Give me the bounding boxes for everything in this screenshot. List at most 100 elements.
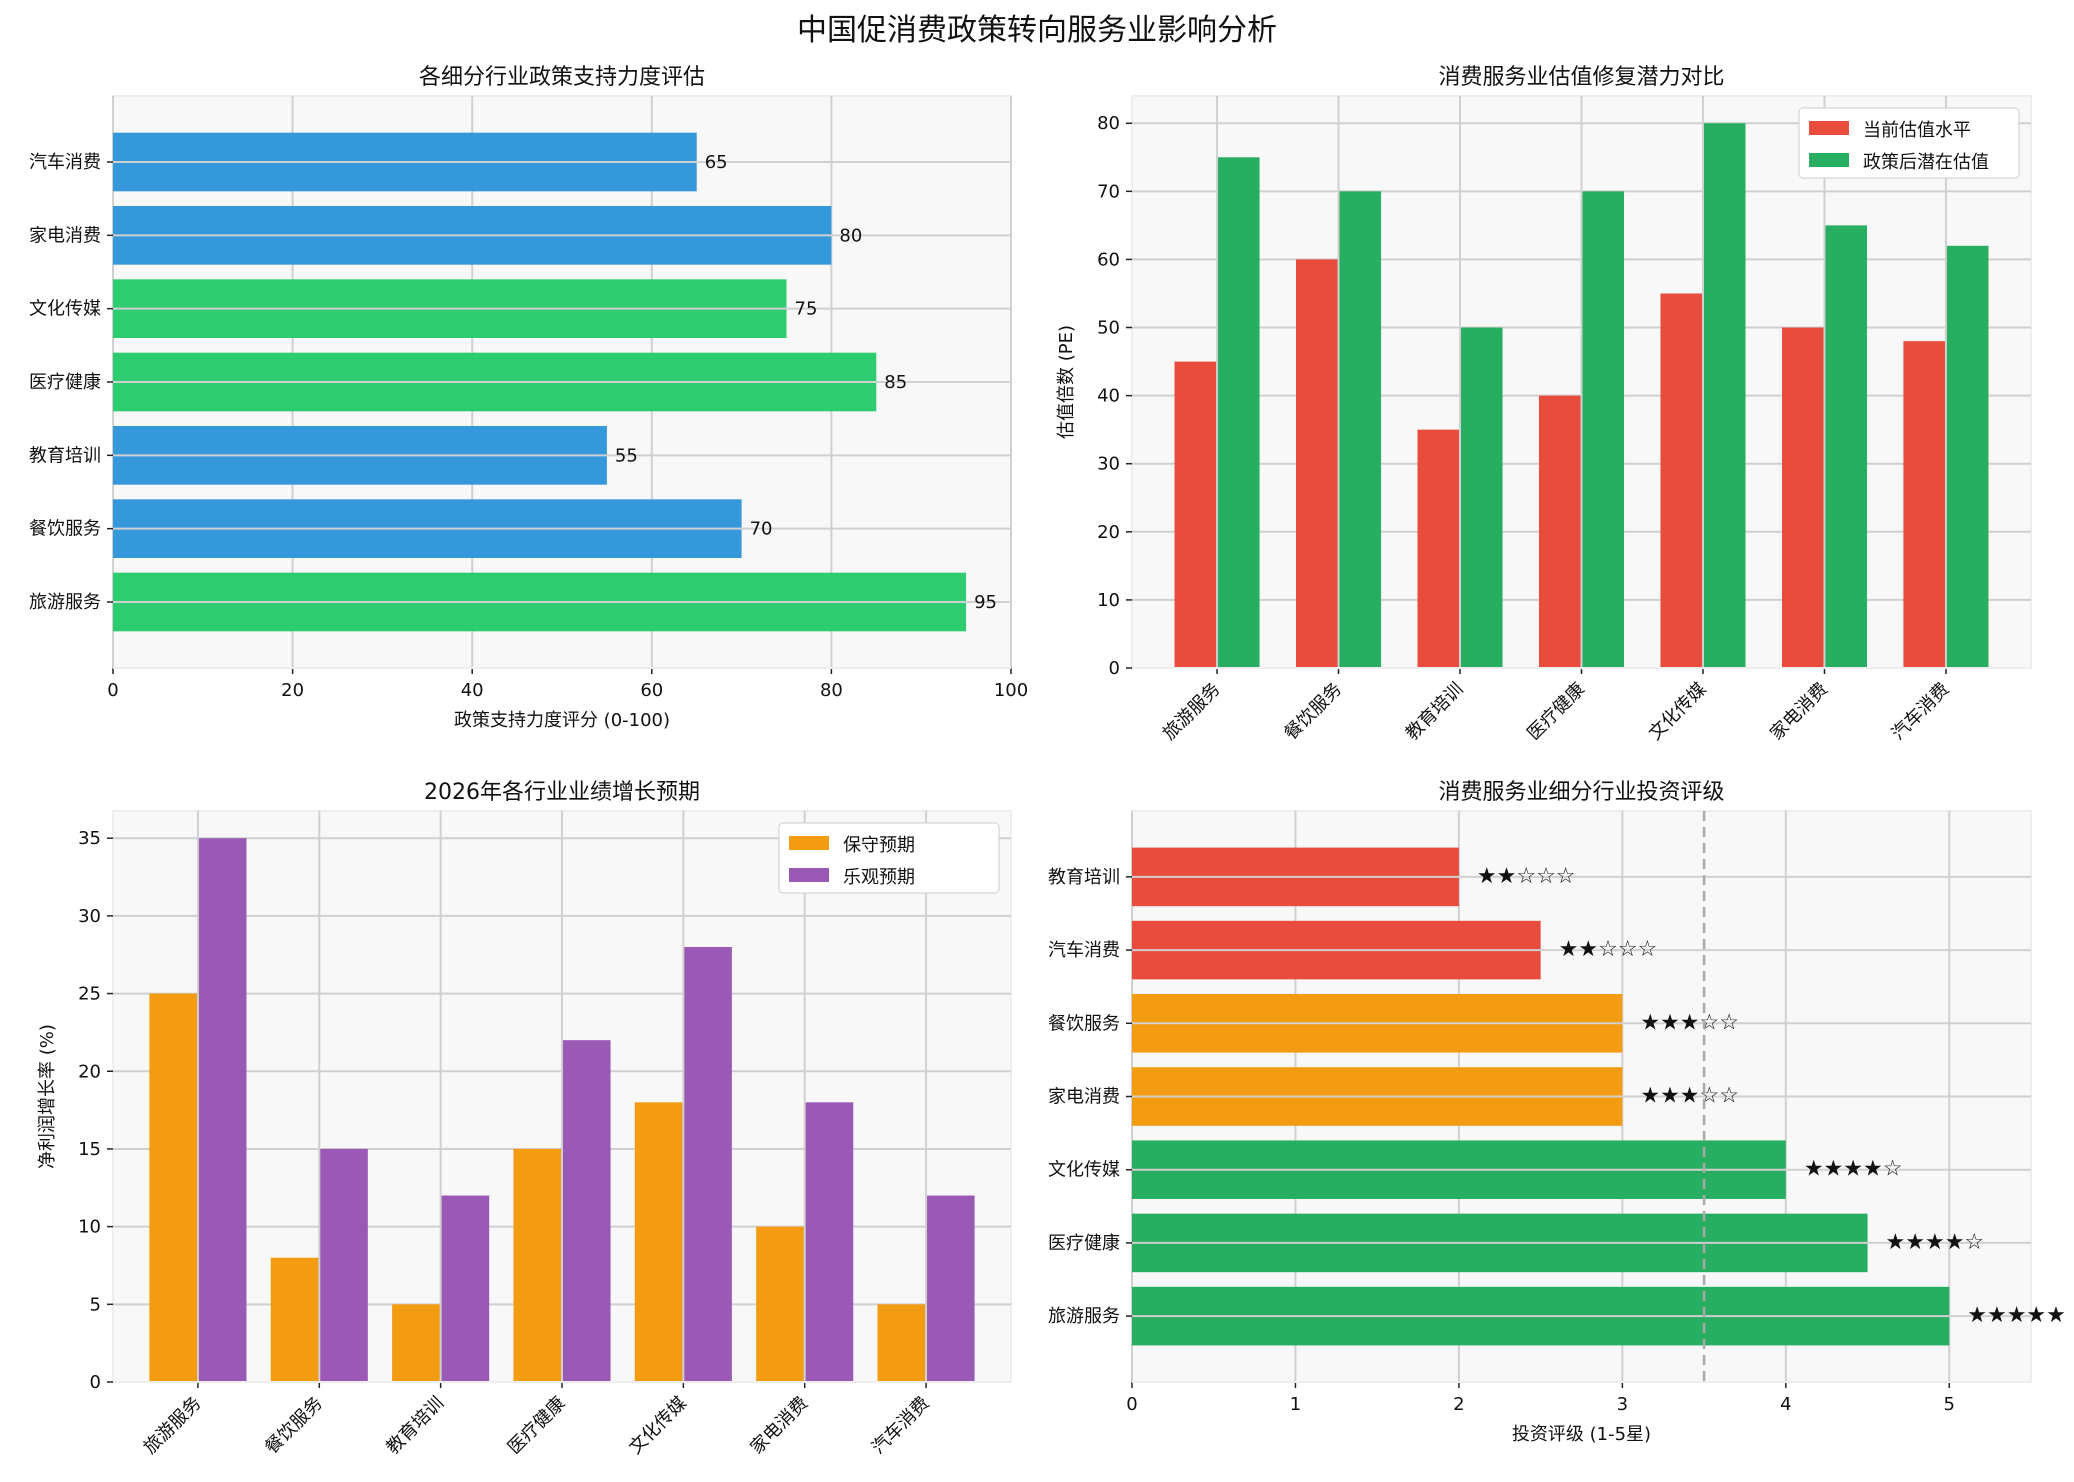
data-label: 80 (839, 225, 862, 246)
x-tick-label: 教育培训 (382, 1393, 448, 1459)
data-label: 65 (705, 152, 728, 173)
bar-series-2 (1338, 191, 1382, 669)
y-tick-label: 汽车消费 (1048, 940, 1120, 961)
bar-series-2 (319, 1148, 368, 1382)
y-tick-label: 70 (1097, 181, 1120, 202)
y-tick-label: 教育培训 (1048, 867, 1120, 888)
y-tick-label: 文化传媒 (29, 299, 101, 320)
y-tick-label: 旅游服务 (29, 592, 101, 613)
x-axis-label: 政策支持力度评分 (0-100) (454, 710, 670, 731)
chart-panel-2: 消费服务业估值修复潜力对比 0 10 20 30 40 50 60 70 80 旅游服务 餐饮服务 教育… (1056, 65, 2032, 745)
x-tick-label: 家电消费 (1766, 679, 1832, 745)
bar-series-2 (1945, 245, 1989, 669)
figure-title: 中国促消费政策转向服务业影响分析 (797, 13, 1277, 48)
chart-title: 消费服务业估值修复潜力对比 (1438, 65, 1724, 90)
x-tick-label: 文化传媒 (625, 1393, 691, 1459)
x-tick-label: 3 (1617, 1394, 1628, 1415)
x-tick-label: 40 (461, 680, 484, 701)
legend-swatch (789, 836, 829, 850)
x-tick-label: 60 (640, 680, 663, 701)
bar-series-1 (877, 1304, 927, 1382)
x-tick-label: 餐饮服务 (1280, 679, 1346, 745)
y-tick-label: 文化传媒 (1048, 1160, 1120, 1181)
data-label: ★★☆☆☆ (1559, 937, 1658, 962)
bar-series-2 (1217, 157, 1260, 669)
data-label: ★★★★★ (1967, 1303, 2066, 1328)
x-tick-label: 汽车消费 (1888, 679, 1954, 745)
legend-swatch (1809, 121, 1849, 135)
legend-label: 政策后潜在估值 (1863, 152, 1989, 173)
bar-series-2 (1702, 123, 1746, 668)
chart-panel-3: 2026年各行业业绩增长预期 0 5 10 15 20 25 30 35 旅游服务 餐饮服务 教育培训… (37, 780, 1012, 1459)
data-label: 85 (884, 372, 907, 393)
x-tick-label: 教育培训 (1402, 679, 1468, 745)
bar-series-2 (1824, 225, 1867, 668)
chart-title: 消费服务业细分行业投资评级 (1438, 780, 1724, 805)
y-tick-label: 汽车消费 (29, 152, 101, 173)
bar-series-1 (1903, 341, 1946, 668)
data-label: 95 (974, 592, 997, 613)
legend-label: 保守预期 (843, 835, 915, 856)
y-tick-label: 10 (1097, 590, 1120, 611)
x-tick-label: 5 (1944, 1394, 1955, 1415)
bar-series-1 (634, 1102, 684, 1382)
x-tick-label: 20 (281, 680, 304, 701)
data-label: ★★★★☆ (1804, 1157, 1903, 1182)
legend-label: 乐观预期 (843, 867, 915, 888)
x-tick-label: 医疗健康 (1523, 679, 1589, 745)
bar-series-1 (756, 1226, 805, 1382)
y-tick-label: 餐饮服务 (1048, 1013, 1120, 1034)
y-tick-label: 25 (78, 984, 101, 1005)
bar-series-1 (270, 1257, 320, 1382)
x-tick-label: 2 (1453, 1394, 1464, 1415)
x-tick-label: 4 (1780, 1394, 1791, 1415)
y-tick-label: 10 (78, 1217, 101, 1238)
bar-series-1 (1781, 327, 1825, 668)
x-tick-label: 1 (1290, 1394, 1301, 1415)
y-axis-label: 净利润增长率 (%) (37, 1024, 58, 1169)
bar-series-2 (562, 1040, 611, 1382)
bar-series-1 (1296, 259, 1339, 668)
x-tick-label: 0 (1126, 1394, 1137, 1415)
data-label: ★★★☆☆ (1640, 1010, 1739, 1035)
y-tick-label: 0 (90, 1372, 101, 1393)
y-tick-label: 家电消费 (1048, 1087, 1120, 1108)
y-tick-label: 35 (78, 828, 101, 849)
chart-panel-4: 消费服务业细分行业投资评级 0 1 2 3 4 5 旅游服务 ★★★★★ 医疗健康 ★★★★☆ 文化传… (1048, 780, 2066, 1445)
x-tick-label: 家电消费 (746, 1393, 812, 1459)
data-label: ★★☆☆☆ (1477, 864, 1576, 889)
x-tick-label: 汽车消费 (868, 1393, 934, 1459)
x-tick-label: 餐饮服务 (261, 1393, 327, 1459)
x-axis-label: 投资评级 (1-5星) (1512, 1424, 1651, 1445)
data-label: 70 (750, 519, 773, 540)
legend-swatch (1809, 153, 1849, 167)
y-tick-label: 50 (1097, 318, 1120, 339)
data-label: ★★★★☆ (1886, 1230, 1985, 1255)
y-tick-label: 0 (1109, 658, 1120, 679)
data-label: 55 (615, 445, 638, 466)
x-tick-label: 医疗健康 (504, 1393, 570, 1459)
chart-title: 2026年各行业业绩增长预期 (424, 780, 700, 805)
bar-series-2 (683, 946, 732, 1382)
y-tick-label: 教育培训 (29, 445, 101, 466)
bar-series-2 (197, 838, 247, 1382)
y-tick-label: 医疗健康 (29, 372, 101, 393)
legend-swatch (789, 868, 829, 882)
x-tick-label: 100 (994, 680, 1028, 701)
data-label: 75 (795, 299, 818, 320)
x-tick-label: 旅游服务 (1159, 679, 1225, 745)
legend-box (1798, 107, 2020, 179)
bar-series-2 (1581, 191, 1625, 669)
y-tick-label: 30 (78, 906, 101, 927)
chart-panel-1: 各细分行业政策支持力度评估 0 20 40 60 80 100 旅游服务 95 餐饮服务 70 教育培… (29, 65, 1028, 731)
y-tick-label: 医疗健康 (1048, 1233, 1120, 1254)
bar-series-2 (440, 1195, 490, 1382)
x-tick-label: 文化传媒 (1645, 679, 1711, 745)
y-tick-label: 40 (1097, 386, 1120, 407)
y-tick-label: 20 (1097, 522, 1120, 543)
x-tick-label: 旅游服务 (140, 1393, 206, 1459)
bar-series-1 (513, 1148, 562, 1382)
